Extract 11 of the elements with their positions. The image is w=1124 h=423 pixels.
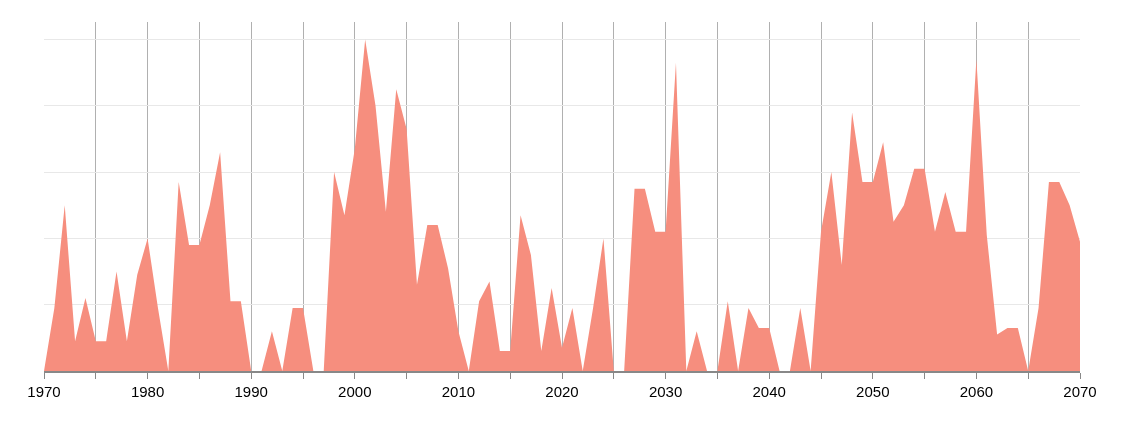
x-tick-label: 2000 [338, 383, 372, 400]
x-tick-label: 1990 [234, 383, 268, 400]
x-tick-label: 2050 [856, 383, 890, 400]
x-tick-label: 2060 [959, 383, 994, 400]
x-tick-label: 2070 [1063, 383, 1097, 400]
x-tick-label: 1980 [130, 383, 165, 400]
x-tick-label: 2030 [648, 383, 683, 400]
x-tick-label: 1970 [27, 383, 61, 400]
x-tick-label: 2040 [752, 383, 786, 400]
x-tick-label: 2020 [545, 383, 579, 400]
x-tick-label: 2010 [441, 383, 476, 400]
